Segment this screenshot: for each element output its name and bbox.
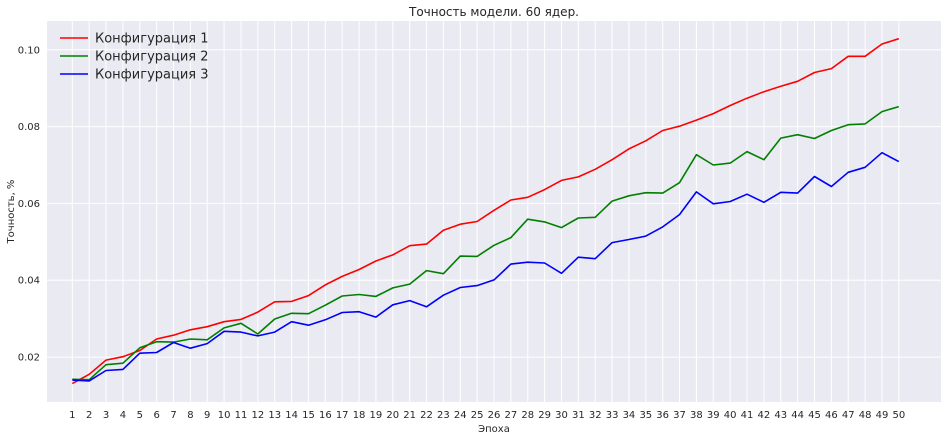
x-tick-label: 26 bbox=[488, 410, 501, 421]
x-tick-label: 14 bbox=[285, 410, 298, 421]
x-tick-label: 16 bbox=[319, 410, 332, 421]
x-tick-label: 29 bbox=[538, 410, 551, 421]
x-tick-label: 12 bbox=[251, 410, 264, 421]
y-tick-labels: 0.02 0.04 0.06 0.08 0.10 bbox=[18, 45, 40, 363]
x-tick-label: 4 bbox=[120, 410, 126, 421]
x-tick-label: 23 bbox=[437, 410, 450, 421]
x-tick-label: 2 bbox=[86, 410, 92, 421]
x-tick-label: 3 bbox=[103, 410, 109, 421]
legend-label: Конфигурация 1 bbox=[95, 32, 209, 47]
x-axis-label: Эпоха bbox=[478, 424, 510, 435]
grid-lines bbox=[47, 21, 941, 402]
x-tick-label: 34 bbox=[623, 410, 636, 421]
x-tick-labels: 1 2 3 4 5 6 7 8 9 10 11 12 13 14 15 16 17 18 19 20 21 22 23 24 2… bbox=[69, 410, 905, 421]
x-tick-label: 22 bbox=[420, 410, 433, 421]
x-tick-label: 48 bbox=[859, 410, 872, 421]
x-tick-label: 19 bbox=[370, 410, 383, 421]
x-tick-label: 17 bbox=[336, 410, 349, 421]
x-tick-label: 50 bbox=[892, 410, 905, 421]
x-tick-label: 38 bbox=[690, 410, 703, 421]
x-tick-label: 25 bbox=[471, 410, 484, 421]
x-tick-label: 41 bbox=[741, 410, 754, 421]
x-tick-label: 36 bbox=[656, 410, 669, 421]
x-tick-label: 27 bbox=[505, 410, 518, 421]
x-tick-label: 15 bbox=[302, 410, 315, 421]
x-tick-label: 21 bbox=[403, 410, 416, 421]
x-tick-label: 11 bbox=[235, 410, 248, 421]
x-tick-label: 6 bbox=[153, 410, 159, 421]
chart-title: Точность модели. 60 ядер. bbox=[408, 5, 579, 19]
x-tick-label: 13 bbox=[268, 410, 281, 421]
x-tick-label: 24 bbox=[454, 410, 467, 421]
y-tick-label: 0.08 bbox=[18, 122, 40, 133]
series-line bbox=[72, 151, 900, 382]
x-tick-label: 32 bbox=[589, 410, 602, 421]
x-tick-label: 1 bbox=[69, 410, 75, 421]
x-tick-label: 37 bbox=[673, 410, 686, 421]
x-tick-label: 10 bbox=[218, 410, 231, 421]
x-tick-label: 18 bbox=[353, 410, 366, 421]
x-tick-label: 33 bbox=[606, 410, 619, 421]
x-tick-label: 43 bbox=[774, 410, 787, 421]
x-tick-label: 46 bbox=[825, 410, 838, 421]
y-tick-label: 0.04 bbox=[18, 276, 40, 287]
y-tick-label: 0.10 bbox=[18, 45, 40, 56]
x-tick-label: 47 bbox=[842, 410, 855, 421]
x-tick-label: 40 bbox=[724, 410, 737, 421]
x-tick-label: 28 bbox=[521, 410, 534, 421]
x-tick-label: 30 bbox=[555, 410, 568, 421]
legend: Конфигурация 1 Конфигурация 2 Конфигурация… bbox=[60, 32, 209, 83]
x-tick-label: 31 bbox=[572, 410, 585, 421]
x-tick-label: 42 bbox=[758, 410, 771, 421]
series-line bbox=[71, 37, 900, 385]
legend-label: Конфигурация 2 bbox=[95, 50, 209, 65]
x-tick-label: 7 bbox=[170, 410, 176, 421]
series-lines bbox=[71, 37, 900, 385]
x-tick-label: 35 bbox=[639, 410, 652, 421]
y-tick-label: 0.06 bbox=[18, 199, 40, 210]
x-tick-label: 9 bbox=[204, 410, 210, 421]
y-axis-label: Точность, % bbox=[6, 180, 17, 245]
series-line bbox=[72, 105, 900, 381]
x-tick-label: 8 bbox=[187, 410, 193, 421]
x-tick-label: 44 bbox=[791, 410, 804, 421]
x-tick-label: 20 bbox=[386, 410, 399, 421]
y-tick-label: 0.02 bbox=[18, 353, 40, 364]
x-tick-label: 39 bbox=[707, 410, 720, 421]
x-tick-label: 45 bbox=[808, 410, 821, 421]
legend-label: Конфигурация 3 bbox=[95, 68, 209, 83]
x-tick-label: 5 bbox=[137, 410, 143, 421]
x-tick-label: 49 bbox=[876, 410, 889, 421]
